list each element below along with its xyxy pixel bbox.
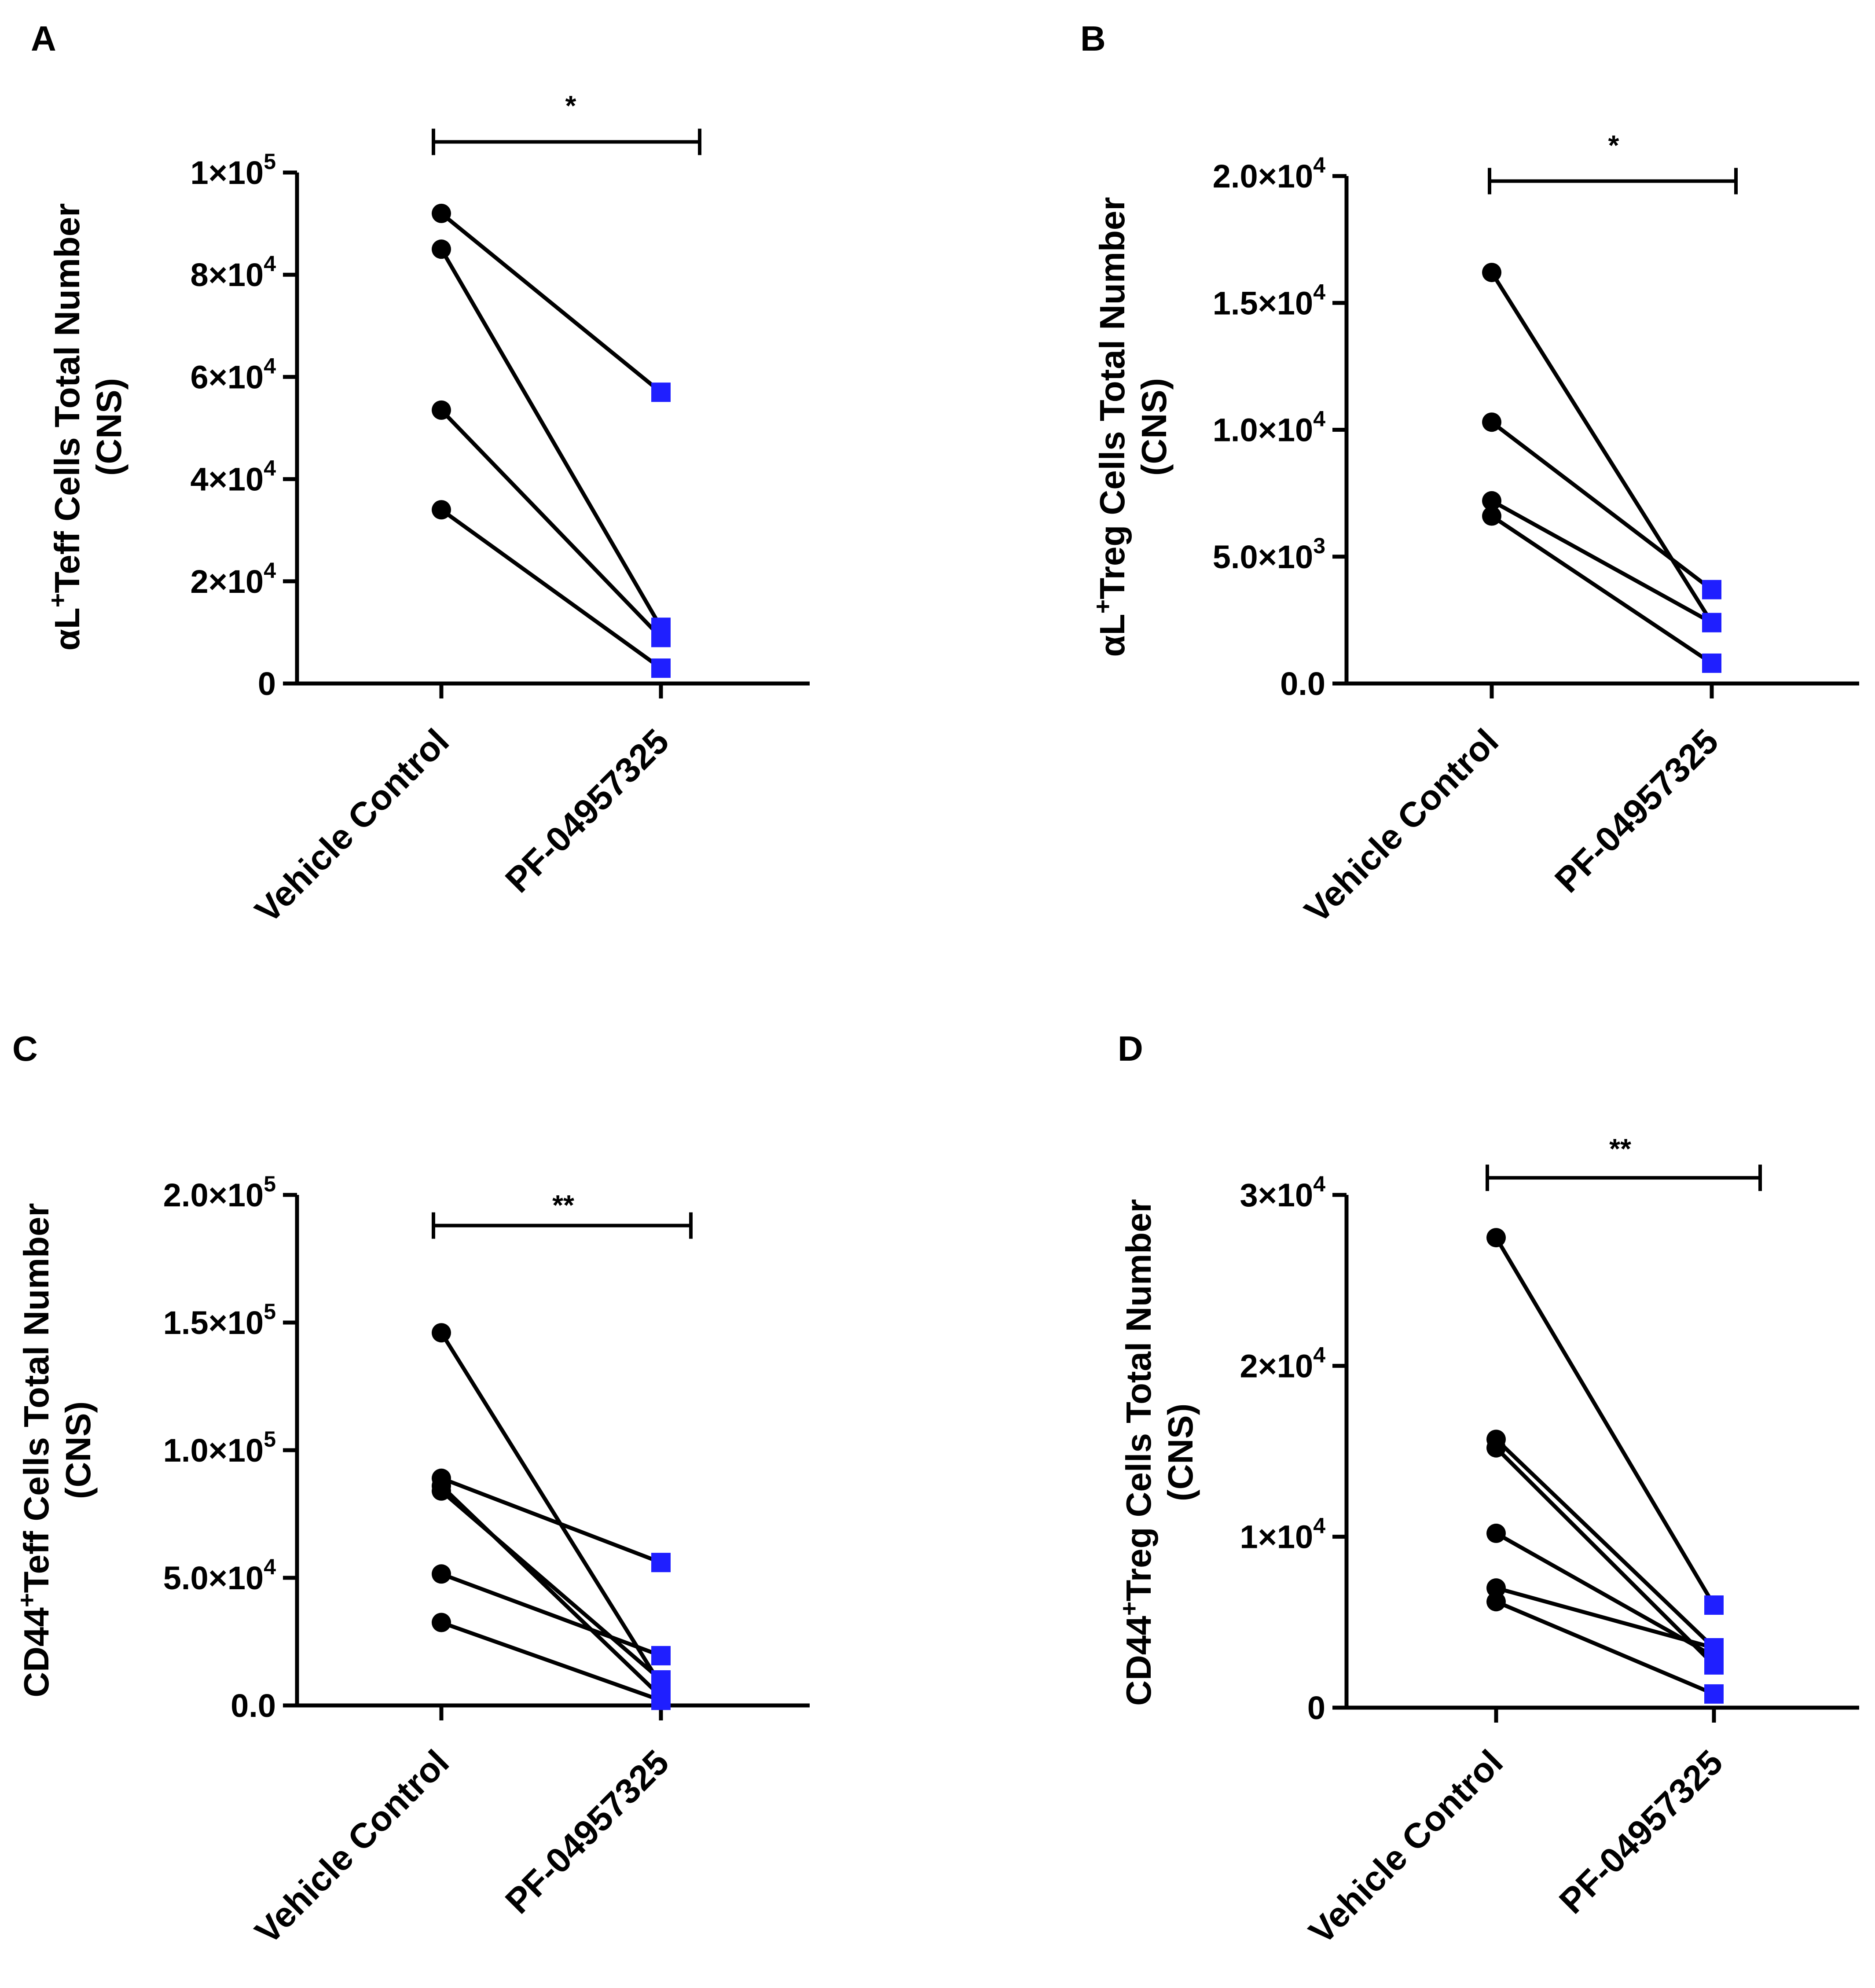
category-label-treatment: PF-04957325 bbox=[498, 721, 676, 900]
pair-line bbox=[1494, 1236, 1716, 1606]
y-tick-label: 0 bbox=[1307, 1690, 1325, 1726]
y-axis-label-line1: αL+Teff Cells Total Number bbox=[44, 203, 87, 651]
pair-line bbox=[440, 1621, 662, 1702]
y-tick-label: 5.0×104 bbox=[163, 1554, 276, 1596]
category-label-treatment: PF-04957325 bbox=[1552, 1742, 1730, 1921]
y-tick-label: 1.0×104 bbox=[1213, 407, 1325, 448]
panel-a: A αL+Teff Cells Total Number (CNS) Vehic… bbox=[31, 19, 810, 930]
significance-label: * bbox=[565, 90, 576, 121]
y-tick-label: 0.0 bbox=[231, 1687, 276, 1724]
pair-line bbox=[440, 1489, 662, 1682]
y-axis-label-line1: CD44+Teff Cells Total Number bbox=[13, 1203, 56, 1697]
pair-line bbox=[440, 1476, 662, 1565]
y-axis-label-line1: CD44+Treg Cells Total Number bbox=[1115, 1199, 1158, 1706]
pair-line bbox=[440, 1572, 662, 1658]
y-tick-label: 1×105 bbox=[191, 149, 276, 191]
y-tick-label: 2.0×105 bbox=[163, 1172, 276, 1213]
vehicle-point bbox=[1482, 491, 1501, 511]
treatment-point bbox=[1702, 580, 1721, 599]
pair-line bbox=[440, 1331, 663, 1686]
category-label-treatment: PF-04957325 bbox=[498, 1742, 676, 1921]
y-tick-label: 0.0 bbox=[1280, 665, 1325, 702]
category-label-treatment: PF-04957325 bbox=[1547, 721, 1726, 900]
panel-c: C CD44+Teff Cells Total Number (CNS) Veh… bbox=[12, 1029, 810, 1951]
pair-line bbox=[1494, 1446, 1716, 1667]
vehicle-point bbox=[432, 1323, 451, 1343]
treatment-point bbox=[1702, 613, 1721, 632]
significance-label: ** bbox=[552, 1189, 574, 1221]
treatment-point bbox=[651, 1553, 671, 1573]
y-tick-label: 4×104 bbox=[191, 456, 276, 498]
pair-line bbox=[440, 508, 662, 670]
panel-letter: B bbox=[1080, 19, 1106, 58]
pair-line bbox=[440, 248, 663, 628]
vehicle-point bbox=[432, 1481, 451, 1501]
y-tick-label: 5.0×103 bbox=[1213, 533, 1325, 575]
y-axis-label-line2: (CNS) bbox=[1134, 378, 1174, 476]
pair-line bbox=[1490, 420, 1713, 592]
y-tick-label: 1.0×105 bbox=[163, 1427, 276, 1469]
category-label-vehicle: Vehicle Control bbox=[1297, 721, 1506, 930]
panel-letter: C bbox=[12, 1029, 38, 1068]
y-tick-label: 1.5×104 bbox=[1213, 279, 1325, 321]
panel-b: B αL+Treg Cells Total Number (CNS) Vehic… bbox=[1080, 19, 1859, 930]
y-tick-label: 3×104 bbox=[1240, 1172, 1326, 1213]
panel-letter: D bbox=[1118, 1029, 1143, 1068]
vehicle-point bbox=[1482, 263, 1501, 283]
category-label-vehicle: Vehicle Control bbox=[247, 721, 456, 930]
y-tick-label: 0 bbox=[258, 665, 276, 702]
pair-line bbox=[1490, 271, 1714, 624]
y-tick-label: 1.5×105 bbox=[163, 1299, 276, 1341]
treatment-point bbox=[1704, 1684, 1724, 1704]
vehicle-point bbox=[1486, 1438, 1506, 1458]
vehicle-point bbox=[1486, 1592, 1506, 1612]
significance-label: * bbox=[1608, 129, 1619, 161]
y-axis-label-line1: αL+Treg Cells Total Number bbox=[1089, 197, 1132, 657]
y-axis-label-line2: (CNS) bbox=[89, 378, 128, 476]
pair-line bbox=[440, 408, 663, 639]
treatment-point bbox=[651, 1646, 671, 1665]
treatment-point bbox=[651, 1690, 671, 1710]
treatment-point bbox=[1704, 1638, 1724, 1658]
category-label-vehicle: Vehicle Control bbox=[247, 1742, 456, 1951]
treatment-point bbox=[1702, 653, 1721, 673]
y-tick-label: 8×104 bbox=[191, 251, 276, 293]
vehicle-point bbox=[1482, 412, 1501, 432]
vehicle-point bbox=[1482, 506, 1501, 526]
vehicle-point bbox=[1486, 1523, 1506, 1543]
vehicle-point bbox=[1486, 1228, 1506, 1248]
vehicle-point bbox=[432, 239, 451, 259]
vehicle-point bbox=[432, 1564, 451, 1584]
treatment-point bbox=[1704, 1595, 1724, 1615]
pair-line bbox=[440, 212, 662, 394]
pair-line bbox=[1495, 1600, 1715, 1696]
pair-line bbox=[1495, 1586, 1715, 1650]
vehicle-point bbox=[432, 203, 451, 223]
vehicle-point bbox=[432, 1613, 451, 1632]
panel-d: D CD44+Treg Cells Total Number (CNS) Veh… bbox=[1115, 1029, 1859, 1951]
y-tick-label: 2×104 bbox=[1240, 1342, 1326, 1384]
pair-line bbox=[1494, 1438, 1716, 1650]
treatment-point bbox=[651, 658, 671, 678]
panel-letter: A bbox=[31, 19, 56, 58]
y-tick-label: 6×104 bbox=[191, 353, 276, 395]
vehicle-point bbox=[1486, 1578, 1506, 1598]
significance-label: ** bbox=[1609, 1133, 1631, 1165]
y-axis-label-line2: (CNS) bbox=[1161, 1404, 1200, 1501]
pair-line bbox=[1490, 514, 1713, 665]
treatment-point bbox=[651, 628, 671, 647]
treatment-point bbox=[651, 1670, 671, 1690]
y-axis-label-line2: (CNS) bbox=[59, 1401, 98, 1499]
vehicle-point bbox=[432, 400, 451, 420]
pair-line bbox=[1490, 499, 1713, 625]
treatment-point bbox=[651, 382, 671, 402]
category-label-vehicle: Vehicle Control bbox=[1301, 1742, 1510, 1951]
y-tick-label: 2.0×104 bbox=[1213, 153, 1325, 195]
vehicle-point bbox=[432, 500, 451, 520]
y-tick-label: 1×104 bbox=[1240, 1514, 1326, 1555]
y-tick-label: 2×104 bbox=[191, 558, 276, 600]
